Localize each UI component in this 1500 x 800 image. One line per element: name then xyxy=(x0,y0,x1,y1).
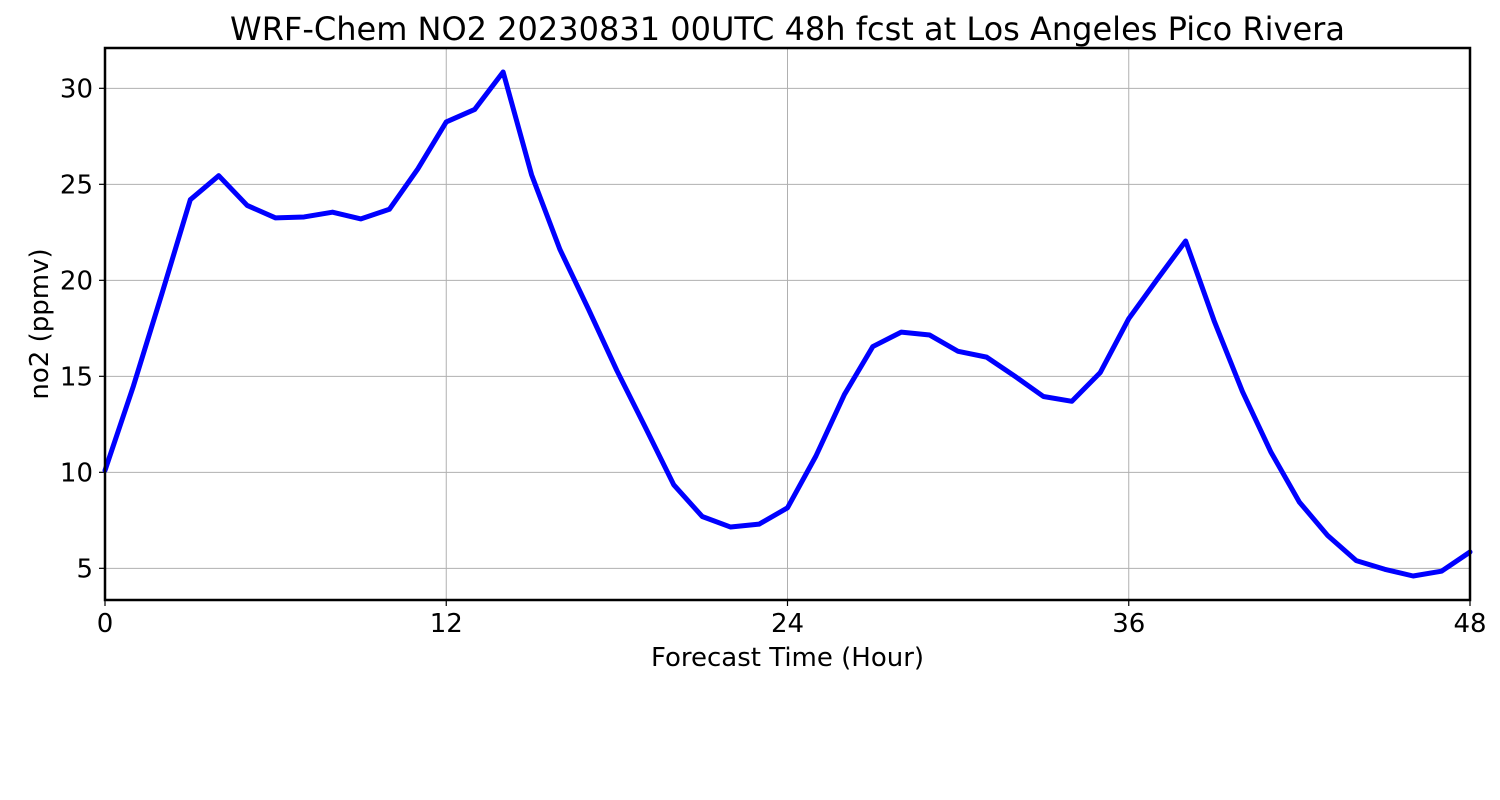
x-tick-label: 12 xyxy=(430,609,463,639)
x-tick-label: 48 xyxy=(1453,609,1486,639)
x-tick-label: 36 xyxy=(1112,609,1145,639)
y-tick-label: 25 xyxy=(60,170,93,200)
plot-frame xyxy=(103,46,1472,602)
chart-title: WRF-Chem NO2 20230831 00UTC 48h fcst at … xyxy=(230,10,1345,48)
y-tick-label: 15 xyxy=(60,362,93,392)
y-tick-label: 10 xyxy=(60,458,93,488)
x-tick-label: 24 xyxy=(771,609,804,639)
no2-series-line xyxy=(102,69,1473,579)
grid xyxy=(104,48,1471,600)
y-tick-label: 30 xyxy=(60,74,93,104)
x-axis-label: Forecast Time (Hour) xyxy=(651,643,924,673)
x-tick-label: 0 xyxy=(97,609,114,639)
y-axis-label: no2 (ppmv) xyxy=(25,248,55,399)
ticks: 0 12 24 36 48 5 10 15 20 25 30 xyxy=(60,74,1487,639)
y-tick-label: 5 xyxy=(76,554,93,584)
y-tick-label: 20 xyxy=(60,266,93,296)
series-layer xyxy=(102,69,1473,579)
